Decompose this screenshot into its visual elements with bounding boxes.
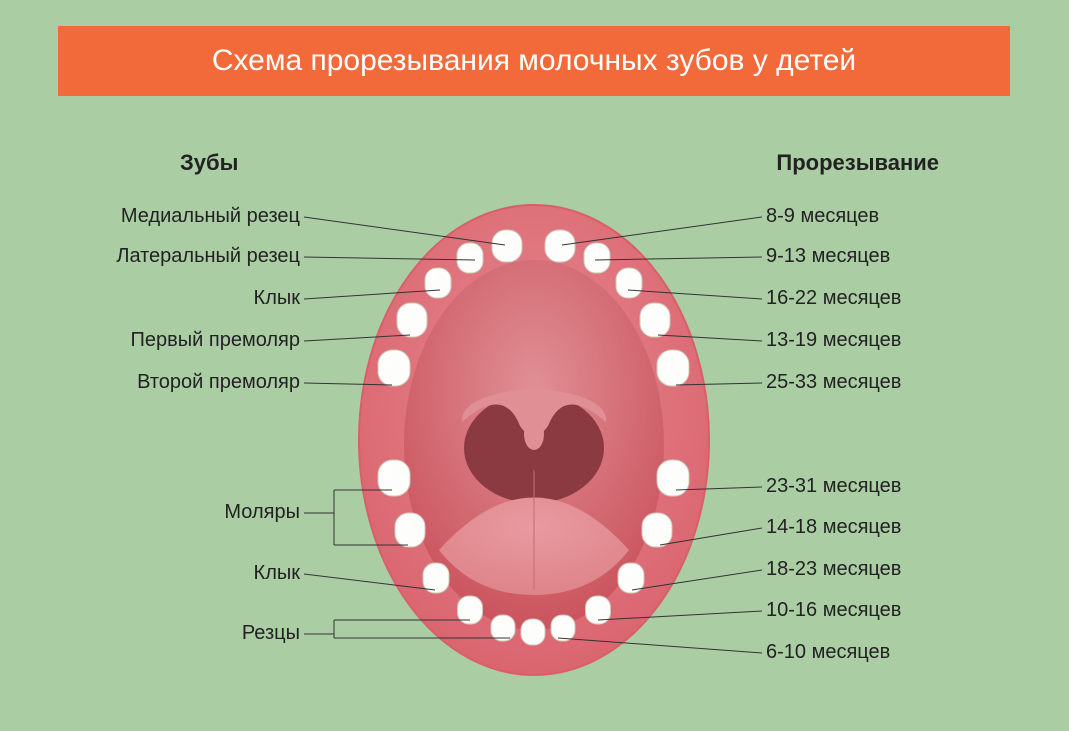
left-label: Первый премоляр: [131, 329, 300, 352]
left-label: Латеральный резец: [116, 245, 300, 268]
right-label: 8-9 месяцев: [766, 205, 879, 228]
right-label: 25-33 месяцев: [766, 371, 901, 394]
title-bar: Схема прорезывания молочных зубов у дете…: [58, 26, 1010, 96]
right-label: 23-31 месяцев: [766, 475, 901, 498]
right-label: 14-18 месяцев: [766, 516, 901, 539]
right-label: 18-23 месяцев: [766, 558, 901, 581]
diagram-svg: [0, 0, 1069, 731]
left-label: Моляры: [224, 501, 300, 524]
left-label: Клык: [254, 287, 300, 310]
title-text: Схема прорезывания молочных зубов у дете…: [212, 44, 856, 78]
left-label: Медиальный резец: [121, 205, 300, 228]
right-label: 10-16 месяцев: [766, 599, 901, 622]
left-column-header: Зубы: [180, 150, 238, 176]
left-label: Второй премоляр: [137, 371, 300, 394]
right-label: 6-10 месяцев: [766, 641, 890, 664]
left-label: Резцы: [242, 622, 300, 645]
left-label: Клык: [254, 562, 300, 585]
right-label: 16-22 месяцев: [766, 287, 901, 310]
right-label: 9-13 месяцев: [766, 245, 890, 268]
right-column-header: Прорезывание: [776, 150, 939, 176]
right-label: 13-19 месяцев: [766, 329, 901, 352]
